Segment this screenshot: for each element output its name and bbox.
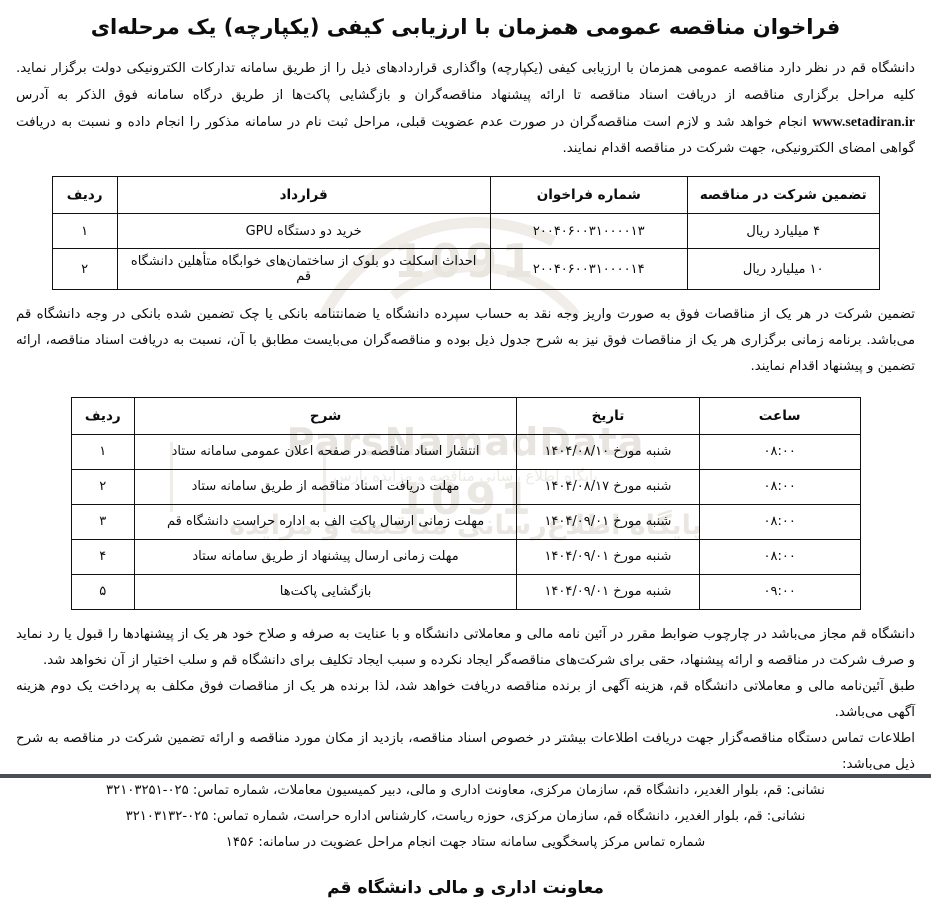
cell-guarantee: ۱۰ میلیارد ریال bbox=[686, 248, 880, 291]
table-row: ۰۸:۰۰ شنبه مورخ ۱۴۰۴/۰۸/۱۰ انتشار اسناد … bbox=[70, 433, 861, 470]
table-row: ۰۹:۰۰ شنبه مورخ ۱۴۰۴/۰۹/۰۱ بازگشایی پاکت… bbox=[70, 573, 861, 610]
cell-date: شنبه مورخ ۱۴۰۴/۰۹/۰۱ bbox=[516, 503, 700, 540]
cell-row-index: ۱ bbox=[70, 433, 136, 470]
cell-contract: احداث اسکلت دو بلوک از ساختمان‌های خوابگ… bbox=[116, 248, 491, 291]
cell-description: انتشار اسناد مناقصه در صفحه اعلان عمومی … bbox=[134, 433, 518, 470]
cell-row-index: ۴ bbox=[70, 538, 136, 575]
cell-date: شنبه مورخ ۱۴۰۴/۰۹/۰۱ bbox=[516, 538, 700, 575]
cell-row-index: ۵ bbox=[70, 573, 136, 610]
header-guarantee: تضمین شرکت در مناقصه bbox=[686, 176, 880, 215]
header-date: تاریخ bbox=[516, 396, 700, 435]
intro-text-after-url: انجام خواهد شد و لازم است مناقصه‌گران در… bbox=[16, 114, 915, 157]
intro-paragraph: دانشگاه قم در نظر دارد مناقصه عمومی همزم… bbox=[0, 56, 931, 162]
closing-paragraph-3: اطلاعات تماس دستگاه مناقصه‌گزار جهت دریا… bbox=[16, 731, 915, 773]
tender-table: تضمین شرکت در مناقصه شماره فراخوان قرارد… bbox=[51, 176, 880, 291]
contact-setad-call-center: شماره تماس مرکز پاسخگویی سامانه ستاد جهت… bbox=[225, 834, 706, 850]
cell-row-index: ۱ bbox=[51, 213, 118, 250]
header-row-index: ردیف bbox=[70, 396, 136, 435]
contact-address-security: نشانی: قم، بلوار الغدیر، دانشگاه قم، ساز… bbox=[125, 809, 806, 825]
header-row-index: ردیف bbox=[51, 176, 118, 215]
table-row: ۱۰ میلیارد ریال ۲۰۰۴۰۶۰۰۳۱۰۰۰۰۱۴ احداث ا… bbox=[51, 248, 880, 291]
header-time: ساعت bbox=[698, 396, 861, 435]
table-row: ۰۸:۰۰ شنبه مورخ ۱۴۰۴/۰۸/۱۷ مهلت دریافت ا… bbox=[70, 468, 861, 505]
table-row: ۰۸:۰۰ شنبه مورخ ۱۴۰۴/۰۹/۰۱ مهلت زمانی ار… bbox=[70, 538, 861, 575]
cell-row-index: ۲ bbox=[70, 468, 136, 505]
cell-guarantee: ۴ میلیارد ریال bbox=[686, 213, 880, 250]
cell-description: مهلت زمانی ارسال پاکت الف به اداره حراست… bbox=[134, 503, 518, 540]
cell-time: ۰۸:۰۰ bbox=[698, 538, 861, 575]
setadiran-url[interactable]: www.setadiran.ir bbox=[812, 114, 915, 130]
schedule-table-header-row: ساعت تاریخ شرح ردیف bbox=[70, 396, 861, 435]
cell-announcement-number: ۲۰۰۴۰۶۰۰۳۱۰۰۰۰۱۳ bbox=[489, 213, 688, 250]
cell-time: ۰۹:۰۰ bbox=[698, 573, 861, 610]
tender-table-container: تضمین شرکت در مناقصه شماره فراخوان قرارد… bbox=[0, 162, 931, 291]
cell-time: ۰۸:۰۰ bbox=[698, 468, 861, 505]
header-announcement-number: شماره فراخوان bbox=[489, 176, 688, 215]
tender-table-header-row: تضمین شرکت در مناقصه شماره فراخوان قرارد… bbox=[51, 176, 880, 215]
cell-date: شنبه مورخ ۱۴۰۴/۰۸/۱۷ bbox=[516, 468, 700, 505]
page-title: فراخوان مناقصه عمومی همزمان با ارزیابی ک… bbox=[90, 15, 841, 39]
cell-time: ۰۸:۰۰ bbox=[698, 433, 861, 470]
cell-time: ۰۸:۰۰ bbox=[698, 503, 861, 540]
closing-paragraph-1: دانشگاه قم مجاز می‌باشد در چارچوب ضوابط … bbox=[16, 626, 915, 668]
cell-announcement-number: ۲۰۰۴۰۶۰۰۳۱۰۰۰۰۱۴ bbox=[489, 248, 688, 291]
cell-description: مهلت زمانی ارسال پیشنهاد از طریق سامانه … bbox=[134, 538, 518, 575]
cell-row-index: ۲ bbox=[51, 248, 118, 291]
cell-date: شنبه مورخ ۱۴۰۴/۰۹/۰۱ bbox=[516, 573, 700, 610]
cell-row-index: ۳ bbox=[70, 503, 136, 540]
guarantee-paragraph: تضمین شرکت در هر یک از مناقصات فوق به صو… bbox=[16, 307, 915, 375]
intro-text-before-url: دانشگاه قم در نظر دارد مناقصه عمومی همزم… bbox=[16, 61, 915, 103]
header-description: شرح bbox=[134, 396, 518, 435]
contact-address-commission: نشانی: قم، بلوار الغدیر، دانشگاه قم، ساز… bbox=[106, 783, 825, 799]
footer-signature: معاونت اداری و مالی دانشگاه قم bbox=[327, 877, 604, 898]
document-page: فراخوان مناقصه عمومی همزمان با ارزیابی ک… bbox=[0, 12, 931, 898]
schedule-table-container: ساعت تاریخ شرح ردیف ۰۸:۰۰ شنبه مورخ ۱۴۰۴… bbox=[0, 381, 931, 610]
cell-date: شنبه مورخ ۱۴۰۴/۰۸/۱۰ bbox=[516, 433, 700, 470]
table-row: ۰۸:۰۰ شنبه مورخ ۱۴۰۴/۰۹/۰۱ مهلت زمانی ار… bbox=[70, 503, 861, 540]
closing-paragraph-2: طبق آئین‌نامه مالی و معاملاتی دانشگاه قم… bbox=[16, 678, 915, 720]
cell-description: بازگشایی پاکت‌ها bbox=[134, 573, 518, 610]
cell-contract: خرید دو دستگاه GPU bbox=[116, 213, 491, 250]
header-contract: قرارداد bbox=[116, 176, 491, 215]
schedule-table: ساعت تاریخ شرح ردیف ۰۸:۰۰ شنبه مورخ ۱۴۰۴… bbox=[70, 396, 861, 610]
table-row: ۴ میلیارد ریال ۲۰۰۴۰۶۰۰۳۱۰۰۰۰۱۳ خرید دو … bbox=[51, 213, 880, 250]
cell-description: مهلت دریافت اسناد مناقصه از طریق سامانه … bbox=[134, 468, 518, 505]
